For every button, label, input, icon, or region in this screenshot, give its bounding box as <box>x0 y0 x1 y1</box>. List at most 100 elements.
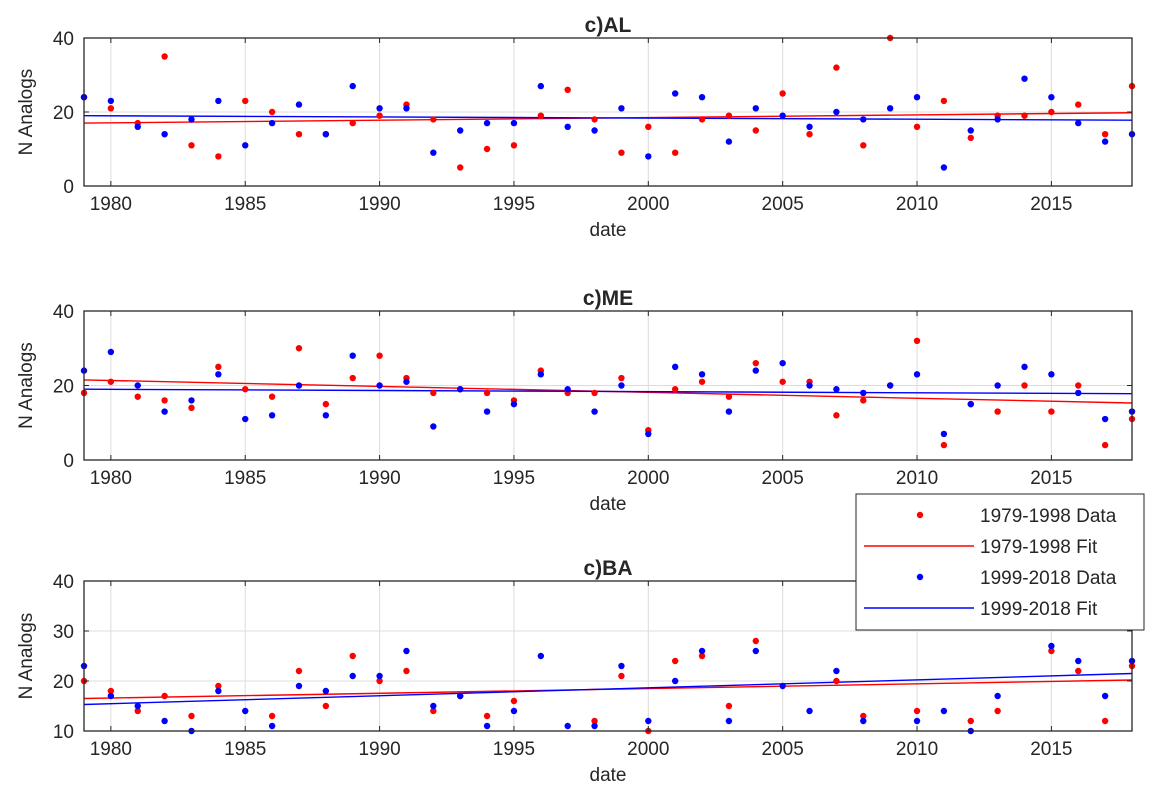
data-point-red <box>645 123 652 130</box>
data-point-blue <box>295 682 303 690</box>
data-point-red <box>161 397 168 404</box>
data-point-blue <box>1101 138 1109 145</box>
x-tick-label: 1980 <box>90 194 132 215</box>
data-point-red <box>752 637 759 645</box>
data-point-red <box>752 127 759 134</box>
data-point-blue <box>349 352 356 359</box>
x-tick-label: 1995 <box>493 194 535 215</box>
x-tick-label: 2010 <box>896 468 938 489</box>
y-tick-label: 40 <box>53 572 74 593</box>
y-tick-label: 40 <box>53 29 74 50</box>
data-point-red <box>134 707 141 715</box>
data-point-red <box>430 389 437 397</box>
data-point-blue <box>430 149 437 156</box>
x-axis-label: date <box>590 765 627 786</box>
data-point-blue <box>1021 75 1028 82</box>
x-tick-label: 2005 <box>762 739 804 760</box>
data-point-red <box>188 404 195 412</box>
data-point-blue <box>430 423 437 430</box>
data-point-blue <box>349 82 356 90</box>
data-point-red <box>295 131 303 138</box>
data-point-blue <box>215 687 222 695</box>
data-point-red <box>618 672 625 680</box>
y-tick-label: 10 <box>53 722 74 743</box>
data-point-blue <box>591 722 598 730</box>
data-point-red <box>349 119 356 127</box>
data-point-blue <box>564 386 571 393</box>
data-point-blue <box>268 722 276 730</box>
x-tick-label: 1995 <box>493 739 535 760</box>
data-point-blue <box>752 647 759 655</box>
legend-label: 1979-1998 Data <box>980 506 1117 527</box>
fit-line-blue <box>83 672 1133 706</box>
data-point-red <box>322 400 330 408</box>
data-point-red <box>833 412 840 419</box>
data-point-red <box>107 378 115 385</box>
data-point-blue <box>833 108 840 116</box>
x-tick-label: 2010 <box>896 739 938 760</box>
data-point-blue <box>698 647 706 655</box>
data-point-blue <box>403 378 410 385</box>
data-point-red <box>483 145 491 153</box>
data-point-red <box>698 652 706 660</box>
fit-line-blue <box>83 388 1133 395</box>
data-point-blue <box>860 389 867 397</box>
data-point-red <box>779 90 786 97</box>
y-axis-label: N Analogs <box>16 613 37 700</box>
data-point-red <box>134 393 141 400</box>
data-point-red <box>1101 441 1109 449</box>
data-point-blue <box>940 430 948 438</box>
data-point-blue <box>752 367 759 374</box>
data-point-blue <box>161 717 168 725</box>
x-tick-label: 2015 <box>1030 468 1072 489</box>
x-tick-label: 1980 <box>90 468 132 489</box>
data-point-red <box>349 374 356 382</box>
data-point-blue <box>268 412 276 419</box>
data-point-blue <box>1075 657 1082 665</box>
data-point-blue <box>833 667 840 675</box>
data-point-blue <box>134 123 141 130</box>
data-point-blue <box>1021 363 1028 371</box>
data-point-red <box>967 717 974 725</box>
x-axis-label: date <box>590 220 627 241</box>
data-point-blue <box>618 662 625 670</box>
data-point-blue <box>483 119 491 127</box>
data-point-blue <box>322 131 330 138</box>
y-tick-label: 20 <box>53 672 74 693</box>
data-point-blue <box>1101 692 1109 700</box>
x-tick-label: 2015 <box>1030 739 1072 760</box>
data-point-red <box>457 164 464 171</box>
data-point-red <box>215 682 222 690</box>
data-point-blue <box>376 672 383 680</box>
data-point-red <box>618 374 625 382</box>
data-point-red <box>833 677 840 685</box>
data-point-red <box>268 712 276 720</box>
y-axis-label: N Analogs <box>16 69 37 156</box>
data-point-red <box>591 717 598 725</box>
data-point-blue <box>886 105 894 112</box>
data-point-red <box>752 359 759 367</box>
data-point-red <box>107 687 115 695</box>
data-point-blue <box>913 371 921 378</box>
data-point-blue <box>537 371 545 378</box>
data-point-blue <box>322 687 330 695</box>
data-point-red <box>913 707 921 715</box>
data-point-blue <box>994 382 1001 389</box>
x-tick-label: 1990 <box>358 194 400 215</box>
data-point-red <box>268 108 276 116</box>
y-tick-label: 0 <box>63 177 74 198</box>
data-point-blue <box>1075 119 1082 127</box>
data-point-red <box>430 116 437 123</box>
data-point-blue <box>860 116 867 123</box>
x-tick-label: 1990 <box>358 739 400 760</box>
data-point-blue <box>457 386 464 393</box>
data-point-blue <box>994 116 1001 123</box>
data-point-red <box>188 712 195 720</box>
y-tick-label: 20 <box>53 103 74 124</box>
data-point-blue <box>242 707 249 715</box>
x-tick-label: 2005 <box>762 194 804 215</box>
data-point-red <box>161 692 168 700</box>
x-tick-label: 2010 <box>896 194 938 215</box>
data-point-blue <box>403 105 410 112</box>
data-point-blue <box>779 112 786 119</box>
